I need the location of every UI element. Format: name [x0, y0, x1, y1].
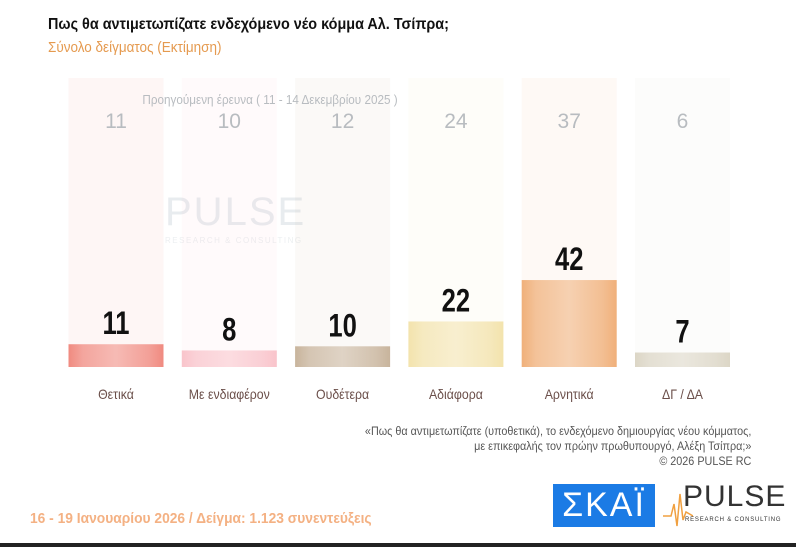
chart-subtitle: Σύνολο δείγματος (Εκτίμηση)	[48, 39, 222, 56]
pulse-wave-icon	[663, 493, 693, 527]
bar-1	[181, 350, 277, 367]
pulse-logo-tagline: RESEARCH & CONSULTING	[685, 517, 782, 523]
note-line: με επικεφαλής τον πρώην πρωθυπουργό, Αλέ…	[473, 439, 751, 453]
category-label: Θετικά	[98, 386, 134, 402]
watermark-tagline: RESEARCH & CONSULTING	[165, 236, 303, 245]
value-label: 22	[442, 284, 470, 319]
background-column	[68, 78, 164, 367]
previous-value-label: 11	[105, 110, 127, 133]
category-label: Αρνητικά	[545, 386, 594, 402]
category-label: ΔΓ / ΔΑ	[662, 386, 703, 402]
previous-value-label: 6	[677, 110, 689, 133]
previous-survey-caption: Προηγούμενη έρευνα ( 11 - 14 Δεκεμβρίου …	[142, 92, 398, 107]
previous-value-label: 12	[331, 110, 354, 133]
category-label: Με ενδιαφέρον	[189, 386, 270, 402]
watermark-logo: PULSE	[165, 190, 307, 234]
background-column	[181, 78, 277, 367]
value-label: 42	[555, 242, 583, 277]
background-column	[408, 78, 504, 367]
category-label: Ουδέτερα	[316, 386, 369, 402]
bar-0	[68, 344, 164, 367]
bar-4	[521, 280, 617, 367]
bar-chart: 11 11 Θετικά 8 10 Με ενδιαφέρον 10 12 Ουδέτερα 22…	[68, 78, 730, 402]
previous-value-label: 10	[218, 110, 241, 133]
bottom-bar	[0, 543, 796, 547]
survey-footer: 16 - 19 Ιανουαρίου 2026 / Δείγμα: 1.123 …	[30, 510, 372, 527]
note-line: «Πως θα αντιμετωπίζατε (υποθετικά), το ε…	[364, 424, 751, 438]
value-label: 11	[102, 307, 129, 342]
background-column	[635, 78, 730, 367]
category-label: Αδιάφορα	[429, 386, 483, 402]
bar-3	[408, 321, 504, 367]
pulse-logo: PULSE RESEARCH & CONSULTING	[663, 480, 785, 529]
chart-title: Πως θα αντιμετωπίζατε ενδεχόμενο νέο κόμ…	[48, 16, 449, 33]
background-column	[295, 78, 391, 367]
value-label: 10	[328, 309, 356, 344]
value-label: 7	[675, 315, 689, 350]
previous-value-label: 24	[444, 110, 468, 133]
skai-logo: ΣΚΑΪ	[553, 484, 655, 527]
question-note: «Πως θα αντιμετωπίζατε (υποθετικά), το ε…	[365, 424, 751, 469]
bar-2	[295, 346, 391, 367]
value-label: 8	[222, 313, 236, 348]
previous-value-label: 37	[558, 110, 581, 133]
bar-5	[635, 352, 730, 367]
pulse-logo-text: PULSE	[683, 480, 787, 513]
copyright: © 2026 PULSE RC	[658, 454, 751, 468]
